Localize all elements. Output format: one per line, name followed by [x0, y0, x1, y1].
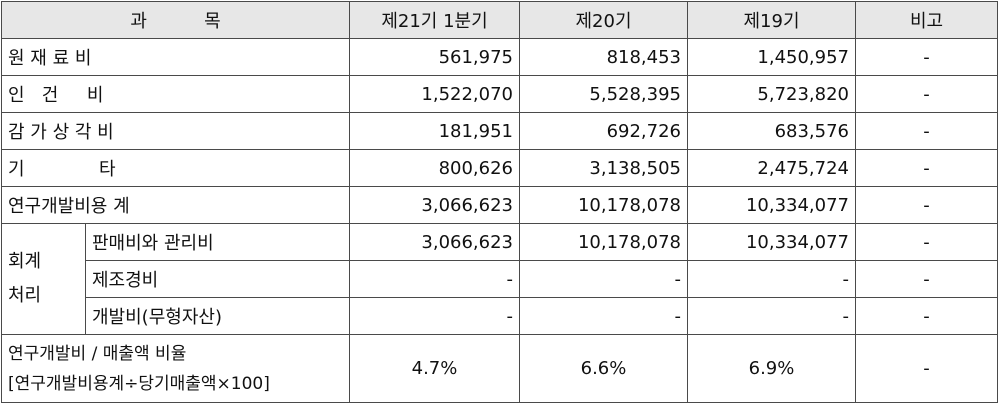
cell-note: - [855, 334, 998, 403]
ratio-label-line2: [연구개발비용계÷당기매출액×100] [8, 373, 270, 394]
cell-note: - [855, 75, 998, 113]
row-label-sga: 판매비와 관리비 [85, 223, 350, 261]
cell-note: - [855, 260, 998, 298]
cell-note: - [855, 297, 998, 335]
row-label-labor: 인 건 비 [1, 75, 350, 113]
cell-value: - [687, 297, 856, 335]
table-row: 개발비(무형자산) - - - - [2, 297, 998, 335]
table-row: 원 재 료 비 561,975 818,453 1,450,957 - [1, 38, 998, 76]
cell-value: 561,975 [349, 38, 520, 76]
cell-value: 3,138,505 [519, 149, 688, 187]
cell-value: 692,726 [519, 112, 688, 150]
cell-note: - [855, 38, 998, 76]
cell-value: 5,723,820 [687, 75, 856, 113]
header-period-19: 제19기 [687, 1, 856, 39]
header-period-20: 제20기 [519, 1, 688, 39]
header-subject: 과 목 [1, 1, 350, 39]
accounting-group-label-line2: 처리 [8, 285, 42, 306]
rnd-cost-table: 과 목 제21기 1분기 제20기 제19기 비고 원 재 료 비 561,97… [1, 1, 998, 403]
cell-value: 10,178,078 [519, 223, 688, 261]
cell-value: 2,475,724 [687, 149, 856, 187]
table-row: 회계 처리 판매비와 관리비 3,066,623 10,178,078 10,3… [1, 223, 998, 335]
table-row: 연구개발비 / 매출액 비율 [연구개발비용계÷당기매출액×100] 4.7% … [1, 334, 998, 403]
row-label-manufacturing: 제조경비 [85, 260, 350, 298]
row-label-depreciation: 감 가 상 각 비 [1, 112, 350, 150]
cell-note: - [855, 112, 998, 150]
table-row: 감 가 상 각 비 181,951 692,726 683,576 - [1, 112, 998, 150]
ratio-value: 6.6% [519, 334, 688, 403]
table-row: 제조경비 - - - - [2, 260, 998, 298]
cell-value: 10,178,078 [519, 186, 688, 224]
cell-value: 10,334,077 [687, 223, 856, 261]
cell-value: - [687, 260, 856, 298]
ratio-value: 6.9% [687, 334, 856, 403]
cell-value: 800,626 [349, 149, 520, 187]
row-label-other: 기 타 [1, 149, 350, 187]
cell-value: 5,528,395 [519, 75, 688, 113]
cell-value: 181,951 [349, 112, 520, 150]
ratio-label-line1: 연구개발비 / 매출액 비율 [8, 343, 187, 364]
cell-value: 1,522,070 [349, 75, 520, 113]
table-row: 연구개발비용 계 3,066,623 10,178,078 10,334,077… [1, 186, 998, 224]
accounting-group-label-line1: 회계 [8, 251, 42, 272]
row-label-development: 개발비(무형자산) [85, 297, 350, 335]
header-remarks: 비고 [855, 1, 998, 39]
cell-value: 818,453 [519, 38, 688, 76]
cell-value: - [519, 260, 688, 298]
table-row: 인 건 비 1,522,070 5,528,395 5,723,820 - [1, 75, 998, 113]
ratio-label: 연구개발비 / 매출액 비율 [연구개발비용계÷당기매출액×100] [1, 334, 350, 403]
cell-value: 10,334,077 [687, 186, 856, 224]
cell-value: - [519, 297, 688, 335]
table-row: 기 타 800,626 3,138,505 2,475,724 - [1, 149, 998, 187]
cell-value: - [349, 260, 520, 298]
row-label-rnd-total: 연구개발비용 계 [1, 186, 350, 224]
cell-note: - [855, 186, 998, 224]
accounting-group-label: 회계 처리 [1, 223, 86, 335]
cell-value: - [349, 297, 520, 335]
cell-note: - [855, 223, 998, 261]
ratio-value: 4.7% [349, 334, 520, 403]
cell-value: 683,576 [687, 112, 856, 150]
row-label-raw-materials: 원 재 료 비 [1, 38, 350, 76]
cell-note: - [855, 149, 998, 187]
cell-value: 1,450,957 [687, 38, 856, 76]
header-row: 과 목 제21기 1분기 제20기 제19기 비고 [1, 1, 998, 39]
header-period-21-q1: 제21기 1분기 [349, 1, 520, 39]
cell-value: 3,066,623 [349, 223, 520, 261]
cell-value: 3,066,623 [349, 186, 520, 224]
